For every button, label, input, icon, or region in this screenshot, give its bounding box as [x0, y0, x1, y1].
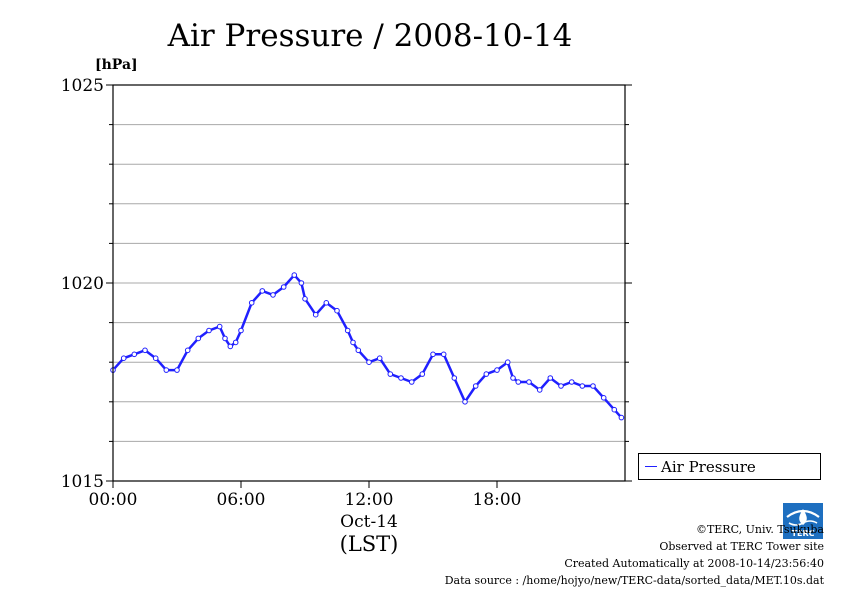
data-point [312, 311, 319, 318]
data-point [350, 339, 356, 346]
data-point [430, 351, 436, 358]
data-point [472, 383, 479, 389]
data-point [298, 280, 305, 286]
data-point [451, 375, 458, 381]
x-tick-label: 12:00 [345, 490, 394, 510]
chart-title: Air Pressure / 2008-10-14 [167, 18, 573, 54]
data-point [387, 371, 394, 377]
credit-created: Created Automatically at 2008-10-14/23:5… [564, 557, 824, 570]
x-axis-date-label: Oct-14 [340, 512, 398, 532]
x-tick-label: 00:00 [89, 490, 138, 510]
data-point [600, 395, 607, 401]
data-point [440, 351, 447, 358]
logo-text: TERC [792, 529, 815, 538]
legend-line-marker [645, 466, 657, 467]
y-tick-label: 1015 [61, 472, 104, 492]
data-point [216, 323, 223, 330]
data-point [504, 359, 511, 366]
legend: Air Pressure [638, 453, 821, 480]
data-point [259, 288, 266, 294]
data-point [232, 339, 239, 346]
data-point [408, 379, 415, 385]
data-point [174, 367, 180, 373]
credit-copyright: ©TERC, Univ. Tsukuba [695, 523, 824, 536]
data-point [568, 379, 575, 385]
data-point [302, 296, 308, 302]
y-tick-label: 1020 [61, 274, 104, 294]
data-point [419, 371, 426, 377]
credit-observed: Observed at TERC Tower site [659, 540, 824, 553]
data-point [376, 355, 383, 362]
data-point [536, 387, 543, 393]
data-point [280, 284, 287, 290]
x-tick-label: 06:00 [217, 490, 266, 510]
data-point [483, 371, 490, 377]
credits: ©TERC, Univ. Tsukuba Observed at TERC To… [445, 521, 824, 589]
data-point [120, 355, 127, 362]
data-point [355, 347, 362, 354]
data-point [547, 375, 554, 381]
data-point [291, 272, 298, 278]
y-axis-unit: [hPa] [95, 57, 138, 73]
data-point [222, 335, 228, 342]
x-axis: 00:00 06:00 12:00 18:00 [89, 481, 522, 510]
data-point [611, 406, 618, 413]
series-air-pressure [110, 272, 625, 421]
data-point [238, 327, 244, 334]
x-axis-label: (LST) [340, 532, 399, 556]
data-point [590, 383, 596, 389]
credit-source: Data source : /home/hojyo/new/TERC-data/… [444, 574, 824, 587]
data-point [494, 367, 500, 373]
series-line [112, 273, 623, 419]
data-point [515, 379, 522, 385]
data-point [579, 383, 586, 389]
data-point [248, 300, 255, 306]
data-point [462, 399, 468, 405]
data-point [366, 359, 372, 366]
data-point [206, 327, 212, 334]
data-point [526, 379, 532, 385]
data-point [142, 347, 148, 354]
data-point [323, 300, 330, 306]
data-point [131, 351, 138, 358]
data-point [398, 375, 404, 381]
legend-label: Air Pressure [661, 458, 756, 476]
data-point [510, 375, 516, 381]
data-point [344, 327, 351, 334]
terc-logo: TERC [783, 503, 823, 539]
y-axis: 1015 1020 1025 [61, 76, 632, 492]
data-point [184, 347, 191, 354]
x-tick-label: 18:00 [473, 490, 522, 510]
data-point [334, 307, 340, 314]
data-point [558, 383, 564, 389]
data-point [618, 414, 625, 421]
data-point [152, 355, 159, 362]
y-tick-label: 1025 [61, 76, 104, 96]
data-point [195, 335, 202, 342]
data-point [270, 292, 276, 298]
grid-lines [113, 124, 625, 442]
data-point [163, 367, 170, 373]
data-point [227, 343, 234, 350]
